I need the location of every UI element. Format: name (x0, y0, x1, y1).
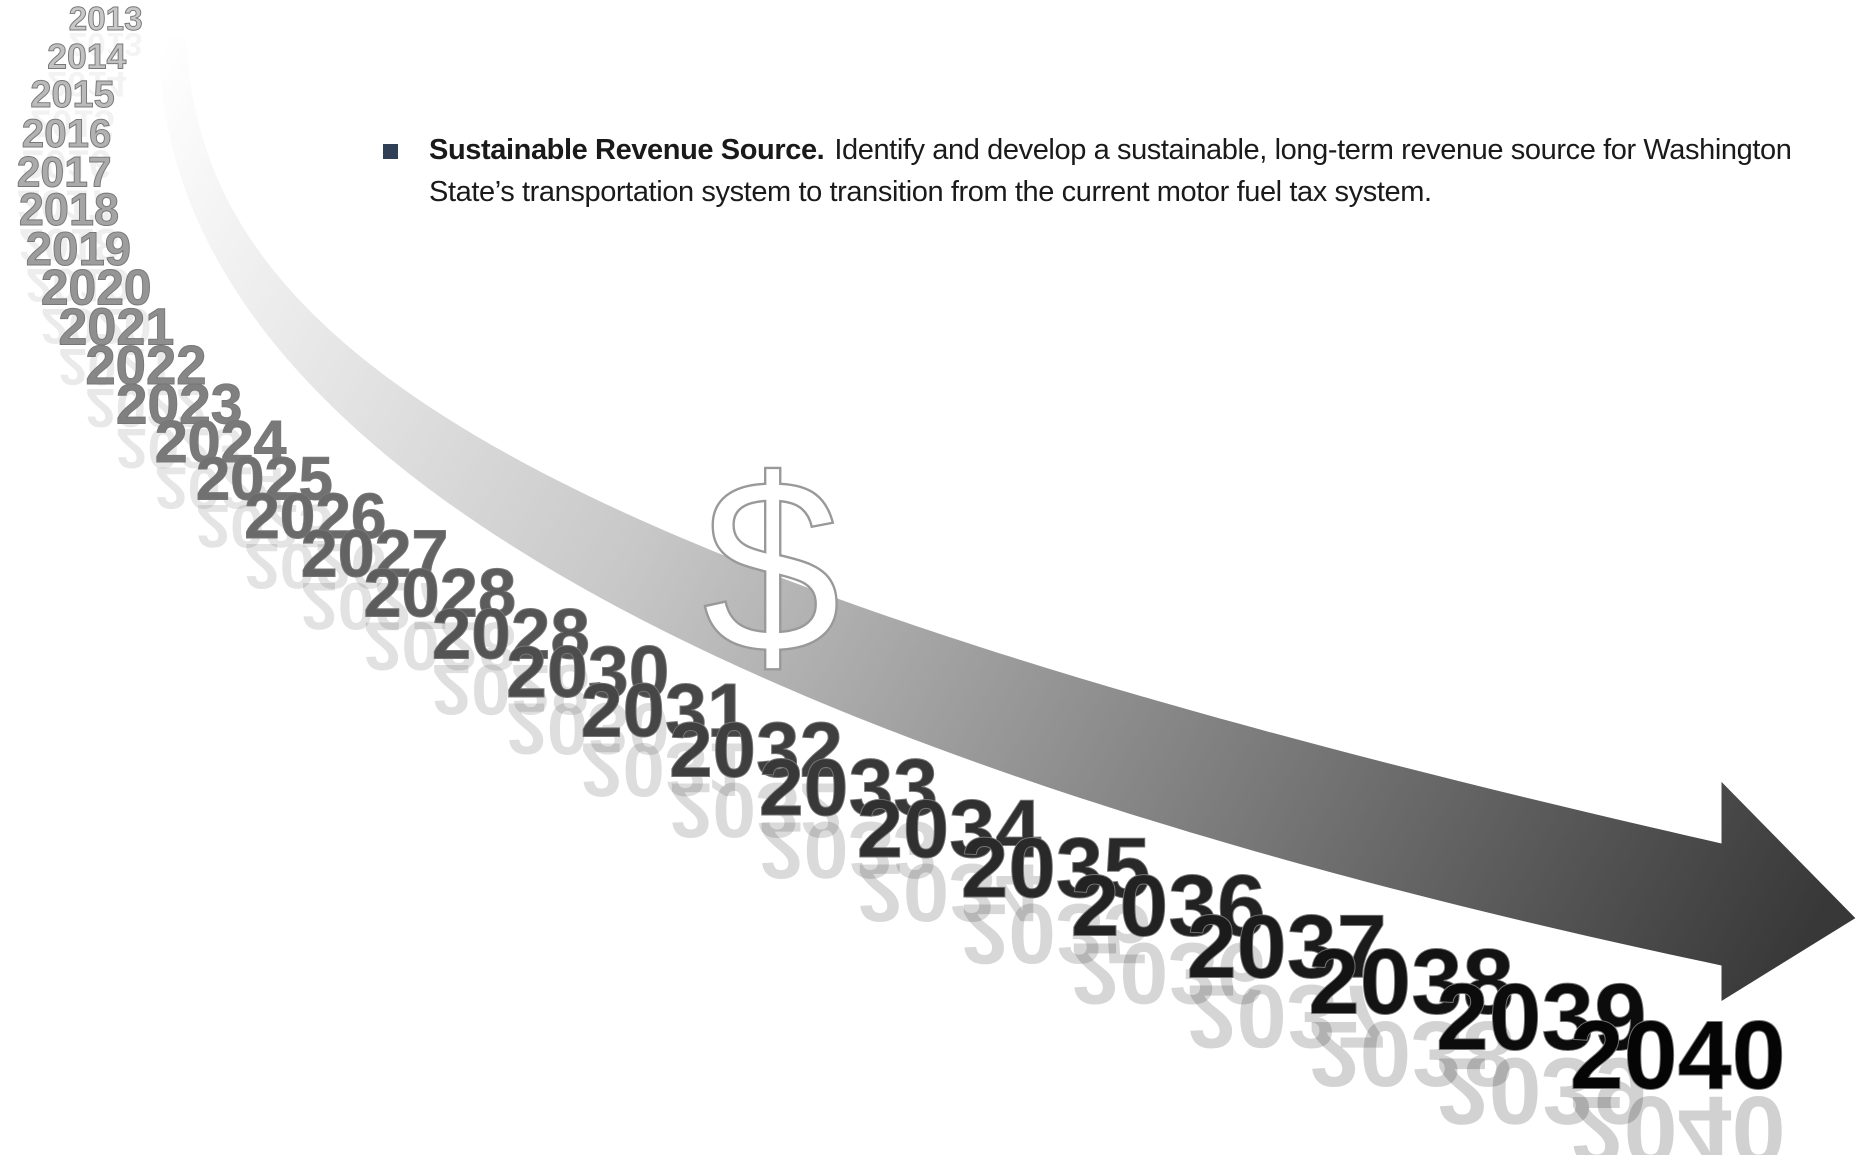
bullet-item: Sustainable Revenue Source.Identify and … (383, 129, 1799, 213)
page: {"bullet": {"title": "Sustainable Revenu… (0, 0, 1858, 1155)
bullet-title: Sustainable Revenue Source. (429, 134, 824, 166)
dollar-sign: $ (702, 427, 840, 705)
year-label: 2015 (30, 74, 114, 116)
bullet-marker (383, 144, 398, 159)
year-label: 2013 (69, 1, 143, 38)
year-label: 2040 (1570, 1000, 1786, 1109)
year-label: 2014 (47, 37, 126, 77)
